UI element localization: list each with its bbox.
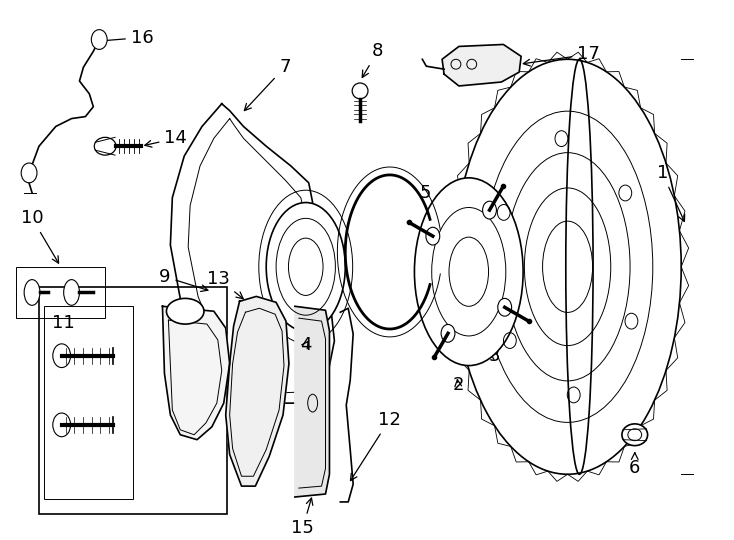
Polygon shape [226,296,289,486]
Ellipse shape [454,59,681,474]
Ellipse shape [64,280,79,305]
Ellipse shape [94,137,116,155]
Ellipse shape [622,424,647,446]
Text: 8: 8 [362,42,383,77]
Bar [44,306,133,499]
Text: 5: 5 [419,184,437,219]
Text: 4: 4 [300,336,311,354]
Ellipse shape [266,202,345,331]
Text: 10: 10 [21,210,59,263]
Ellipse shape [91,30,107,49]
Polygon shape [162,306,230,440]
Text: 6: 6 [629,453,641,477]
Ellipse shape [426,227,440,245]
Ellipse shape [498,299,512,316]
Ellipse shape [53,344,70,368]
Ellipse shape [21,163,37,183]
Text: 7: 7 [244,58,291,111]
Ellipse shape [167,299,204,324]
Text: 1: 1 [656,164,685,221]
Bar [16,267,105,318]
Ellipse shape [352,83,368,99]
Polygon shape [442,44,521,86]
Text: 17: 17 [523,45,600,66]
Ellipse shape [415,178,523,366]
Ellipse shape [482,201,496,219]
Text: 15: 15 [291,498,314,537]
Text: 9: 9 [159,268,208,292]
Ellipse shape [24,280,40,305]
Text: 11: 11 [52,314,75,332]
Ellipse shape [53,413,70,437]
Polygon shape [295,306,330,497]
Text: 3: 3 [489,347,500,364]
Text: 13: 13 [207,269,243,299]
Text: 12: 12 [350,411,401,481]
Bar [39,287,227,514]
Ellipse shape [441,325,455,342]
Text: 16: 16 [98,29,153,46]
Text: 14: 14 [145,129,187,147]
Text: 2: 2 [452,376,464,394]
